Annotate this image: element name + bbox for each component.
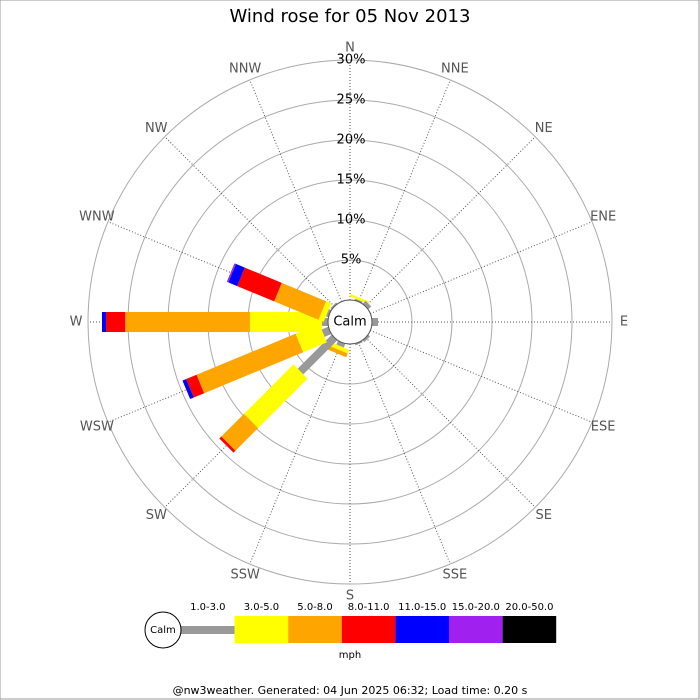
direction-label: NNE <box>441 61 469 76</box>
chart-title: Wind rose for 05 Nov 2013 <box>230 6 471 27</box>
legend-label: 5.0-8.0 <box>297 602 332 613</box>
direction-label: WNW <box>79 210 115 225</box>
spoke <box>357 79 451 302</box>
rose-segment <box>186 374 205 398</box>
units-label: mph <box>339 650 361 661</box>
legend-label: 20.0-50.0 <box>505 602 553 613</box>
direction-label: SE <box>536 508 552 523</box>
rose-segment <box>243 364 308 429</box>
spoke <box>370 329 593 423</box>
spoke <box>370 221 593 315</box>
grid-ring <box>87 59 613 585</box>
legend-swatch <box>395 616 449 643</box>
direction-label: S <box>346 589 354 604</box>
legend-label: 8.0-11.0 <box>348 602 390 613</box>
direction-label: W <box>70 315 83 330</box>
direction-label: NW <box>145 121 168 136</box>
direction-label: NE <box>535 121 553 136</box>
legend-swatch <box>341 616 396 643</box>
direction-label: SSW <box>230 568 260 583</box>
legend-swatch <box>449 616 503 643</box>
rose-segment <box>297 334 338 375</box>
spoke <box>365 337 536 508</box>
direction-label: ENE <box>590 210 616 225</box>
rose-segment <box>362 300 372 310</box>
rose-segment <box>295 323 327 353</box>
r-tick-label: 30% <box>337 53 366 68</box>
r-tick-label: 20% <box>337 133 366 148</box>
rose-segment <box>321 326 332 337</box>
r-tick-label: 15% <box>337 173 366 188</box>
r-tick-label: 25% <box>337 93 366 108</box>
legend-swatch <box>234 616 289 643</box>
rose-segment <box>196 333 304 394</box>
direction-label: WSW <box>80 419 114 434</box>
legend-swatch <box>502 616 557 643</box>
rose-segment <box>228 263 245 287</box>
direction-label: SW <box>146 508 167 523</box>
rose-segment <box>349 294 370 305</box>
spoke <box>164 136 335 307</box>
direction-label: E <box>620 315 628 330</box>
legend-calm-circle <box>144 611 182 649</box>
footer: @nw3weather. Generated: 04 Jun 2025 06:3… <box>173 684 528 697</box>
rose-segment <box>327 345 348 358</box>
legend-label: 11.0-15.0 <box>398 602 446 613</box>
rose-segment <box>318 301 332 322</box>
spoke <box>357 342 451 565</box>
legend-swatch <box>288 616 342 643</box>
rose-segment <box>219 436 236 453</box>
legend-label: 3.0-5.0 <box>244 602 279 613</box>
r-tick-label: 5% <box>341 253 362 268</box>
legend-calm-label: Calm <box>150 625 176 636</box>
rose-segment <box>237 267 282 302</box>
spoke <box>249 79 343 302</box>
direction-label: NNW <box>229 61 261 76</box>
rose-segment <box>226 263 236 283</box>
rose-segment <box>274 282 327 320</box>
calm-label: Calm <box>333 315 366 330</box>
legend-swatch <box>181 626 235 634</box>
direction-label: N <box>345 41 355 56</box>
spoke <box>365 136 536 307</box>
rose-segment <box>329 342 350 354</box>
rose-segment <box>221 413 259 451</box>
spoke <box>249 342 343 565</box>
r-tick-label: 10% <box>337 213 366 228</box>
calm-circle <box>327 299 373 345</box>
legend-label: 1.0-3.0 <box>190 602 225 613</box>
direction-label: SSE <box>442 568 467 583</box>
rose-segment <box>182 379 194 400</box>
legend-label: 15.0-20.0 <box>452 602 500 613</box>
rose-segment <box>336 340 346 348</box>
direction-label: ESE <box>591 419 616 434</box>
